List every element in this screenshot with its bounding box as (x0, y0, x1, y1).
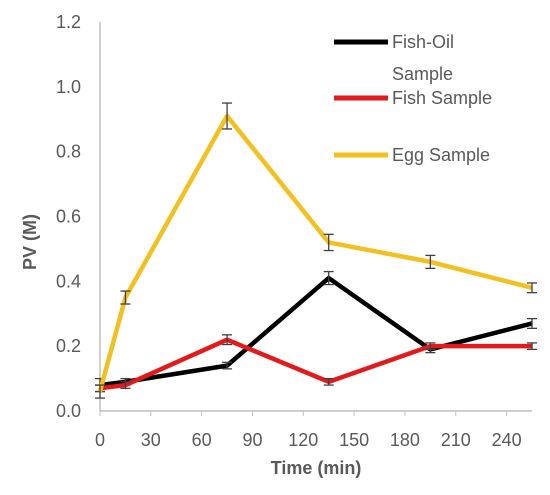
legend-label: Fish-Oil (392, 32, 454, 52)
y-tick-label: 0.8 (56, 142, 81, 162)
x-tick-label: 0 (95, 430, 105, 450)
x-tick-label: 210 (441, 430, 471, 450)
legend-item-1: Fish Sample (334, 88, 492, 108)
x-axis-ticks: 0 30 60 90 120 150 180 210 240 (95, 411, 522, 450)
y-tick-label: 0.6 (56, 207, 81, 227)
x-tick-label: 180 (390, 430, 420, 450)
x-tick-label: 240 (492, 430, 522, 450)
series-1 (95, 335, 537, 392)
y-axis-ticks: 0.0 0.2 0.4 0.6 0.8 1.0 1.2 (56, 12, 81, 421)
y-tick-label: 0.4 (56, 271, 81, 291)
x-tick-label: 30 (141, 430, 161, 450)
x-tick-label: 60 (192, 430, 212, 450)
axes (100, 22, 532, 411)
series-0 (95, 272, 537, 392)
legend-label-continued: Sample (392, 64, 453, 84)
legend-label: Egg Sample (392, 145, 490, 165)
x-tick-label: 120 (288, 430, 318, 450)
legend-item-2: Egg Sample (334, 145, 490, 165)
series-line (100, 340, 532, 389)
x-axis-title: Time (min) (271, 458, 362, 478)
y-axis-title: PV (M) (20, 214, 40, 270)
y-tick-label: 1.0 (56, 77, 81, 97)
legend: Fish-Oil Sample Fish Sample Egg Sample (334, 32, 492, 165)
y-tick-label: 0.2 (56, 336, 81, 356)
y-tick-label: 0.0 (56, 401, 81, 421)
legend-item-0: Fish-Oil Sample (334, 32, 454, 84)
x-tick-label: 150 (339, 430, 369, 450)
y-tick-label: 1.2 (56, 12, 81, 32)
x-tick-label: 90 (242, 430, 262, 450)
legend-label: Fish Sample (392, 88, 492, 108)
